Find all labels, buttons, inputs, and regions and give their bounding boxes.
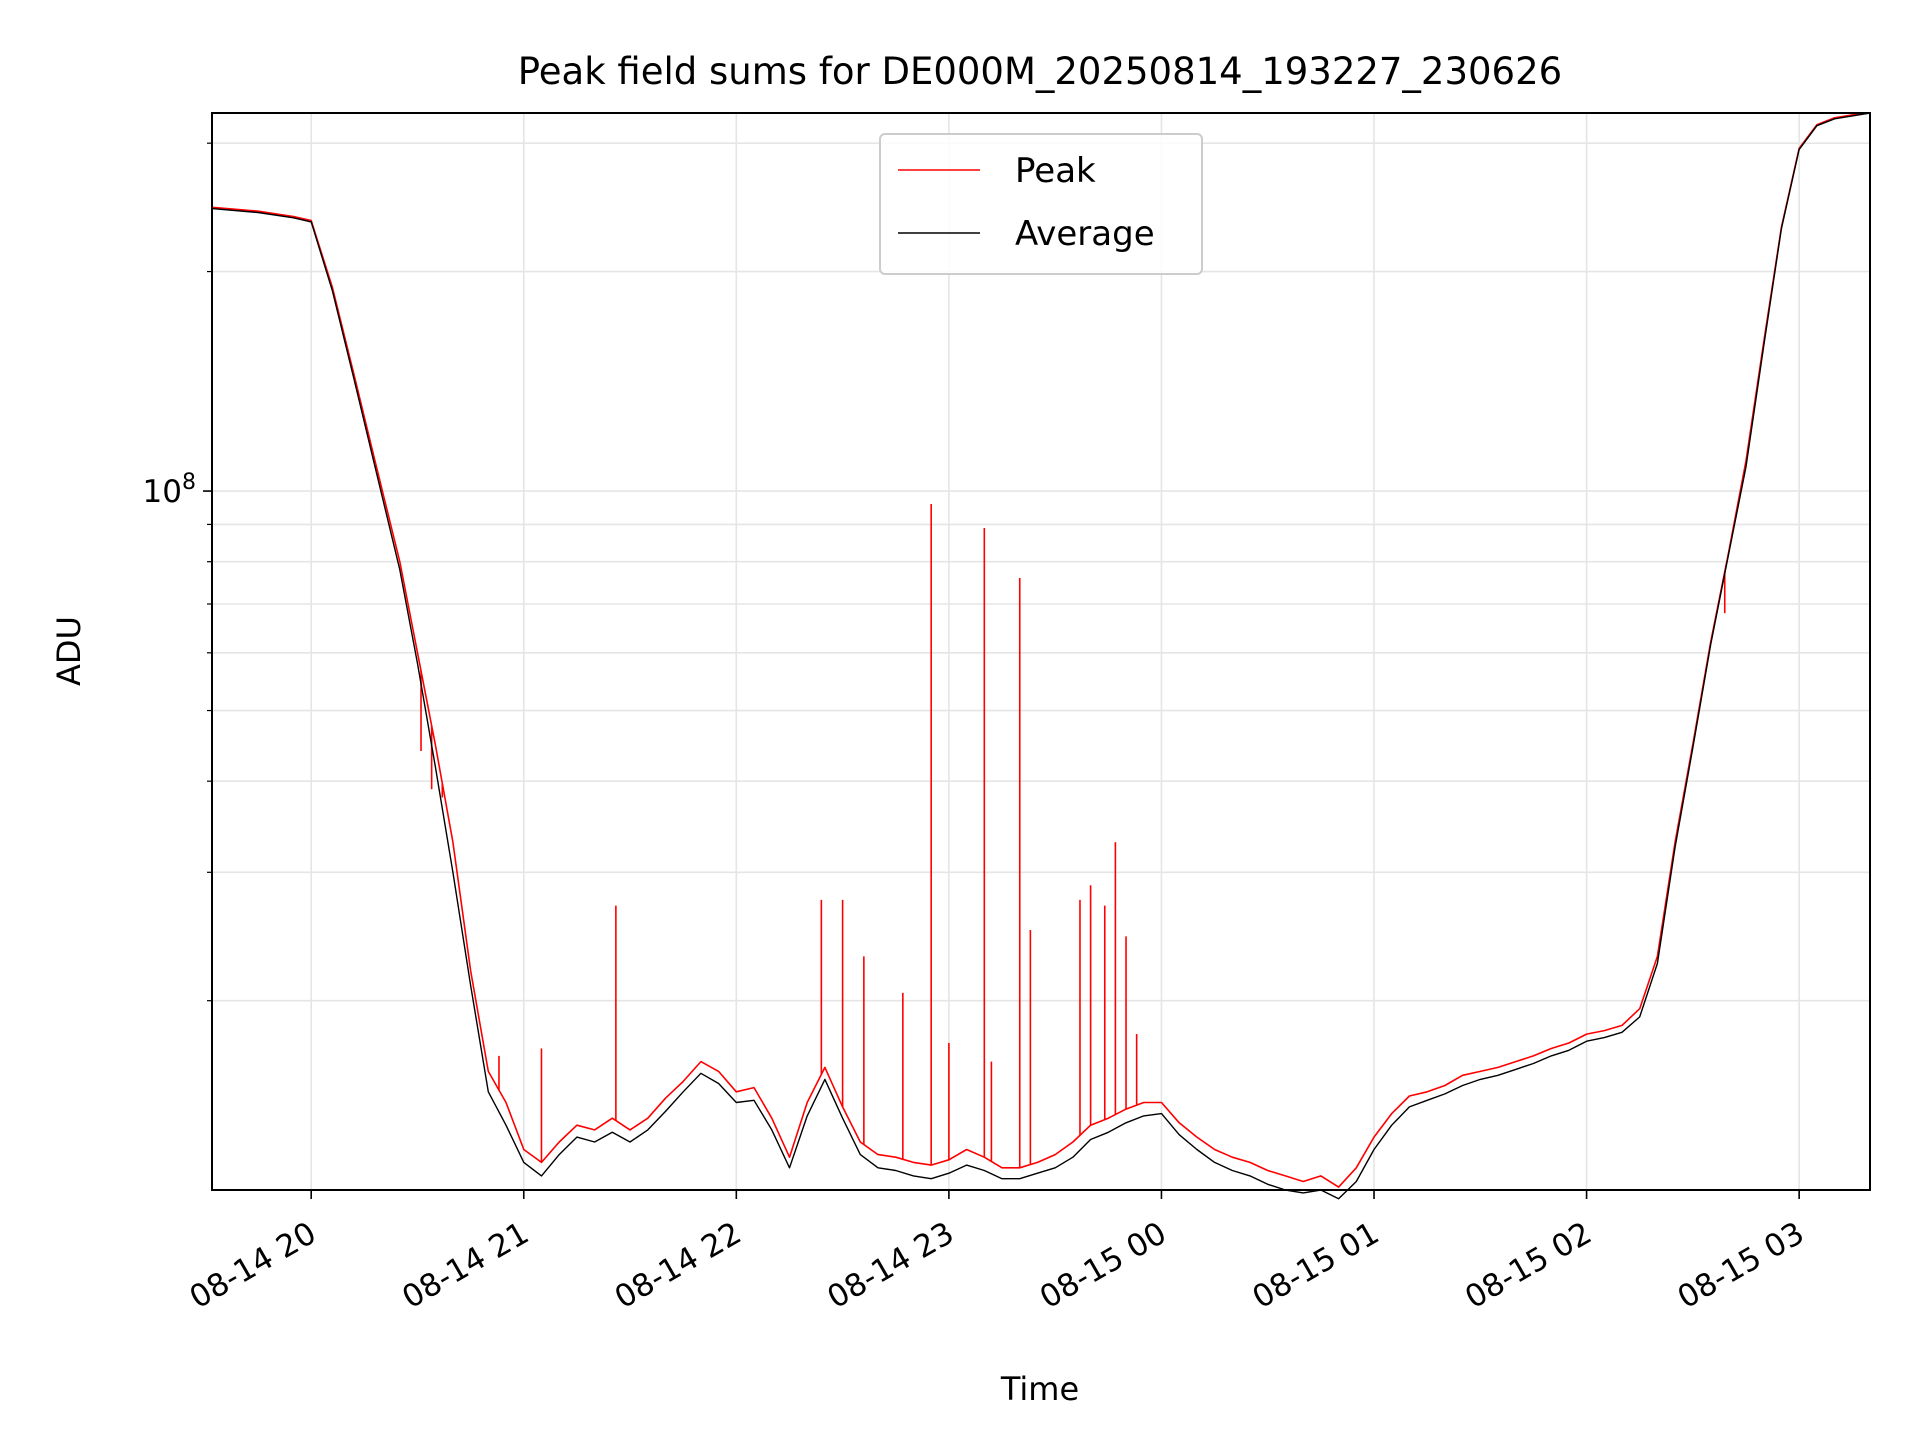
legend-label-average: Average (1015, 214, 1155, 254)
y-axis-label: ADU (50, 616, 88, 686)
legend-label-peak: Peak (1015, 151, 1096, 191)
plot-frame (211, 112, 1871, 1191)
series-line-average (211, 112, 1871, 1200)
legend: Peak Average (879, 133, 1203, 275)
legend-box (879, 133, 1203, 275)
x-axis-label: Time (1000, 1370, 1079, 1408)
plot-area (211, 112, 1871, 1200)
grid (212, 113, 1870, 1190)
chart-title: Peak field sums for DE000M_20250814_1932… (518, 50, 1562, 93)
